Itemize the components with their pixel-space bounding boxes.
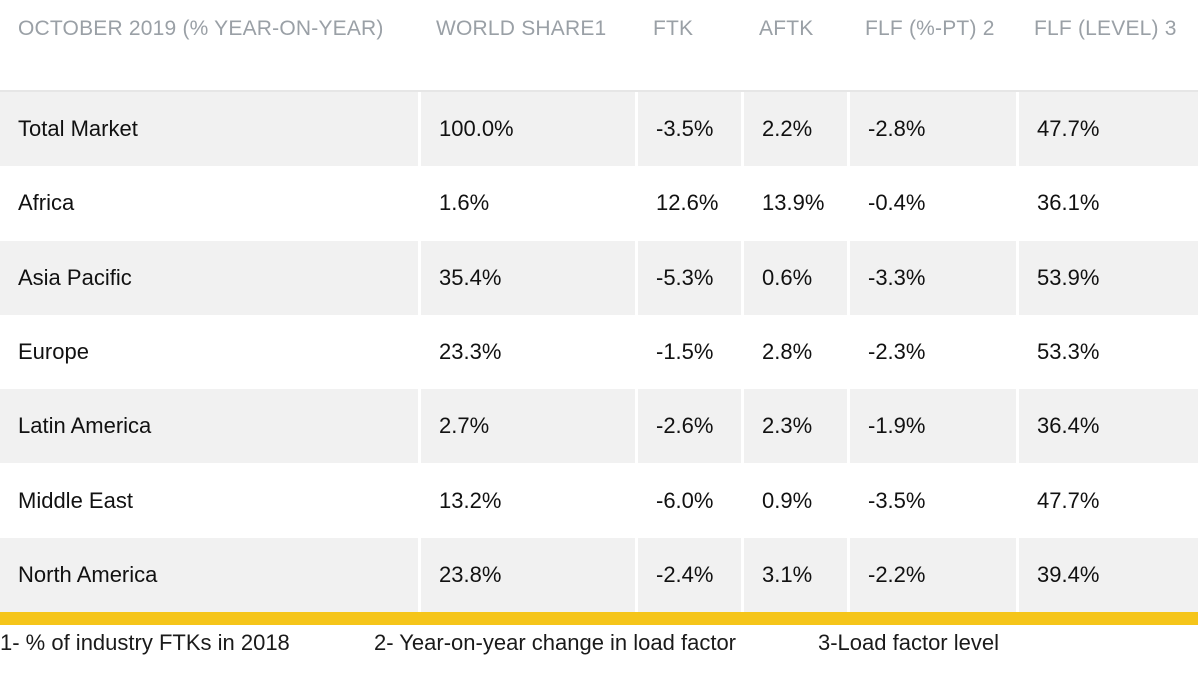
aftk-cell: 3.1% xyxy=(741,537,847,613)
data-table-container: OCTOBER 2019 (% YEAR-ON-YEAR) WORLD SHAR… xyxy=(0,0,1198,613)
aftk-cell: 0.9% xyxy=(741,463,847,538)
aftk-cell: 2.8% xyxy=(741,314,847,390)
region-cell: Europe xyxy=(18,339,89,365)
flf-pt-cell: -2.8% xyxy=(847,92,1016,167)
flf-level-cell: 53.9% xyxy=(1016,240,1198,315)
table-row: Total Market 100.0% -3.5% 2.2% -2.8% 47.… xyxy=(0,92,1198,167)
ftk-cell: -2.6% xyxy=(635,389,741,464)
aftk-cell: 2.3% xyxy=(741,389,847,464)
flf-level-cell: 47.7% xyxy=(1016,92,1198,167)
column-header-flf-pt: FLF (%-PT) 2 xyxy=(847,0,1016,92)
ftk-cell: -1.5% xyxy=(635,314,741,390)
ftk-cell: 12.6% xyxy=(635,166,741,241)
flf-pt-cell: -2.3% xyxy=(847,314,1016,390)
flf-pt-cell: -0.4% xyxy=(847,166,1016,241)
flf-pt-cell: -1.9% xyxy=(847,389,1016,464)
footnote-world-share: 1- % of industry FTKs in 2018 xyxy=(0,630,290,655)
table-row: Latin America 2.7% -2.6% 2.3% -1.9% 36.4… xyxy=(0,389,1198,464)
accent-divider-bar xyxy=(0,612,1198,625)
aftk-cell: 2.2% xyxy=(741,92,847,167)
aftk-cell: 0.6% xyxy=(741,240,847,315)
ftk-cell: -3.5% xyxy=(635,92,741,167)
region-cell: North America xyxy=(0,537,418,613)
flf-pt-cell: -3.3% xyxy=(847,240,1016,315)
cargo-market-table: OCTOBER 2019 (% YEAR-ON-YEAR) WORLD SHAR… xyxy=(0,0,1198,613)
column-header-aftk: AFTK xyxy=(741,0,847,92)
column-header-period: OCTOBER 2019 (% YEAR-ON-YEAR) xyxy=(0,0,418,92)
aftk-cell: 13.9% xyxy=(741,166,847,241)
region-cell: Asia Pacific xyxy=(0,240,418,315)
flf-level-cell: 47.7% xyxy=(1016,463,1198,538)
table-body: Total Market 100.0% -3.5% 2.2% -2.8% 47.… xyxy=(0,92,1198,613)
region-cell: Middle East xyxy=(18,487,133,513)
world-share-cell: 1.6% xyxy=(418,166,635,241)
region-cell: Total Market xyxy=(0,92,418,167)
header-row: OCTOBER 2019 (% YEAR-ON-YEAR) WORLD SHAR… xyxy=(0,0,1198,92)
table-row: Asia Pacific 35.4% -5.3% 0.6% -3.3% 53.9… xyxy=(0,240,1198,315)
flf-pt-cell: -3.5% xyxy=(847,463,1016,538)
table-row: North America 23.8% -2.4% 3.1% -2.2% 39.… xyxy=(0,537,1198,613)
table-row: Europe 23.3% -1.5% 2.8% -2.3% 53.3% xyxy=(0,314,1198,390)
region-cell: Latin America xyxy=(0,389,418,464)
column-header-flf-level: FLF (LEVEL) 3 xyxy=(1016,0,1198,92)
footnotes: 1- % of industry FTKs in 2018 2- Year-on… xyxy=(0,630,1200,664)
table-header: OCTOBER 2019 (% YEAR-ON-YEAR) WORLD SHAR… xyxy=(0,0,1198,92)
column-header-ftk: FTK xyxy=(635,0,741,92)
region-cell: Africa xyxy=(18,190,75,216)
ftk-cell: -5.3% xyxy=(635,240,741,315)
world-share-cell: 2.7% xyxy=(418,389,635,464)
world-share-cell: 23.8% xyxy=(418,537,635,613)
flf-level-cell: 53.3% xyxy=(1016,314,1198,390)
ftk-cell: -6.0% xyxy=(635,463,741,538)
ftk-cell: -2.4% xyxy=(635,537,741,613)
world-share-cell: 13.2% xyxy=(418,463,635,538)
footnote-flf-level: 3-Load factor level xyxy=(818,630,999,655)
world-share-cell: 100.0% xyxy=(418,92,635,167)
table-row: Middle East 13.2% -6.0% 0.9% -3.5% 47.7% xyxy=(0,463,1198,538)
flf-level-cell: 39.4% xyxy=(1016,537,1198,613)
flf-level-cell: 36.4% xyxy=(1016,389,1198,464)
flf-pt-cell: -2.2% xyxy=(847,537,1016,613)
column-header-world-share: WORLD SHARE1 xyxy=(418,0,635,92)
table-row: Africa 1.6% 12.6% 13.9% -0.4% 36.1% xyxy=(0,166,1198,241)
world-share-cell: 35.4% xyxy=(418,240,635,315)
world-share-cell: 23.3% xyxy=(418,314,635,390)
flf-level-cell: 36.1% xyxy=(1016,166,1198,241)
footnote-flf-pt: 2- Year-on-year change in load factor xyxy=(374,630,737,655)
